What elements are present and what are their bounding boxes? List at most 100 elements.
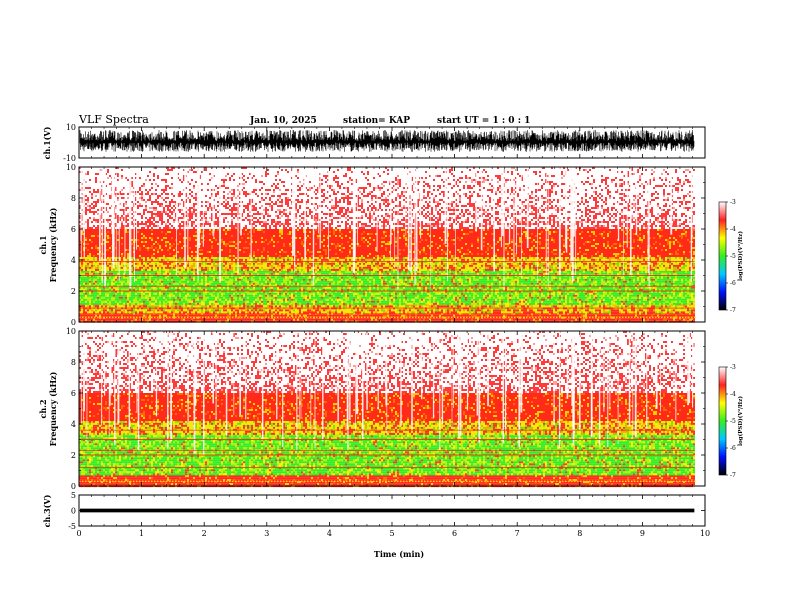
y-tick-label: 0 [71, 482, 76, 491]
burst-stripe [312, 167, 315, 286]
start-ut-label: start UT = 1 : 0 : 1 [437, 116, 530, 126]
burst-stripe [439, 331, 441, 451]
ch2-spectrogram-ylabel-2: Frequency (kHz) [48, 371, 58, 446]
colorbar-label: log(PSD)(V²/Hz) [737, 396, 744, 446]
burst-stripe [623, 167, 624, 278]
colorbar-tick-label: -7 [730, 472, 736, 479]
ch1-spectrogram-ylabel-1: ch.1 [38, 235, 48, 254]
burst-stripe [83, 331, 85, 412]
burst-stripe [240, 167, 242, 236]
burst-stripe [202, 167, 204, 247]
burst-stripe [304, 167, 306, 260]
burst-stripe [177, 167, 179, 230]
x-tick-label: 1 [139, 529, 144, 538]
burst-stripe [86, 331, 88, 445]
burst-stripe [237, 167, 239, 274]
burst-stripe [558, 167, 561, 276]
ch3-waveform-panel: 50-50 1 2 3 4 5 6 7 8 9 10 [68, 491, 710, 538]
burst-stripe [521, 331, 523, 394]
burst-stripe [603, 331, 605, 412]
spectrogram-image [79, 331, 705, 488]
spectrogram-image [79, 167, 705, 323]
burst-stripe [133, 167, 135, 260]
burst-stripe [83, 331, 84, 422]
burst-stripe [213, 167, 215, 237]
burst-stripe [689, 331, 691, 404]
x-tick-label: 4 [327, 529, 332, 538]
burst-stripe [397, 167, 399, 291]
burst-stripe [319, 167, 321, 249]
burst-stripe [349, 331, 351, 421]
burst-stripe [225, 331, 228, 436]
burst-stripe [212, 331, 214, 404]
burst-stripe [170, 331, 172, 442]
ch3-ylabel: ch.3(V) [42, 494, 52, 527]
burst-stripe [109, 331, 112, 394]
burst-stripe [466, 331, 469, 411]
burst-stripe [187, 331, 189, 425]
burst-stripe [480, 167, 483, 250]
burst-stripe [337, 331, 339, 423]
burst-stripe [294, 167, 295, 273]
burst-stripe [691, 167, 693, 240]
burst-stripe [352, 167, 355, 273]
burst-stripe [115, 167, 117, 268]
x-axis-label: Time (min) [374, 549, 424, 559]
burst-stripe [198, 167, 201, 249]
colorbar-tick-label: -3 [730, 199, 736, 206]
ch3-waveform-trace [80, 508, 695, 513]
y-tick-label: 8 [71, 194, 76, 203]
burst-stripe [137, 331, 140, 451]
burst-stripe [300, 331, 302, 420]
ch2-spectrogram-panel: 0 2 4 6 8 10 [66, 327, 706, 491]
ch2-spectrogram-ylabel-1: ch.2 [38, 399, 48, 418]
burst-stripe [99, 167, 101, 262]
burst-stripe [516, 167, 517, 255]
burst-stripe [296, 331, 298, 451]
ch1-ylabel: ch.1(V) [42, 126, 52, 159]
ch1-colorbar: -3 -4 -5 -6 -7 log(PSD)(V²/Hz) [718, 199, 744, 314]
y-tick-label: 4 [71, 420, 76, 429]
burst-stripe [411, 331, 413, 430]
y-tick-label: 4 [71, 256, 76, 265]
burst-stripe [176, 167, 177, 276]
burst-stripe [299, 331, 300, 425]
y-tick-label: 8 [71, 358, 76, 367]
burst-stripe [400, 331, 402, 427]
burst-stripe [195, 331, 197, 406]
x-tick-label: 8 [577, 529, 582, 538]
ch1-spectrogram-panel: 0 2 4 6 8 10 [66, 163, 706, 327]
burst-stripe [447, 167, 448, 282]
burst-stripe [113, 167, 115, 245]
burst-stripe [558, 331, 561, 449]
y-tick-label: 10 [66, 163, 76, 172]
burst-stripe [573, 167, 575, 237]
burst-stripe [501, 167, 504, 237]
burst-stripe [215, 331, 217, 421]
burst-stripe [104, 167, 106, 288]
x-tick-label: 2 [202, 529, 207, 538]
burst-stripe [421, 331, 423, 400]
burst-stripe [239, 331, 241, 416]
burst-stripe [197, 167, 199, 281]
colorbar-tick-label: -3 [730, 364, 736, 371]
burst-stripe [444, 167, 447, 244]
colorbar-label: log(PSD)(V²/Hz) [737, 231, 744, 281]
burst-stripe [390, 167, 392, 245]
colorbar-tick-label: -5 [730, 418, 736, 425]
burst-stripe [187, 167, 189, 265]
burst-stripe [660, 331, 661, 412]
burst-stripe [366, 331, 368, 410]
burst-stripe [579, 331, 581, 431]
burst-stripe [635, 167, 638, 236]
burst-stripe [81, 167, 82, 259]
burst-stripe [282, 331, 284, 447]
burst-stripe [609, 331, 611, 409]
burst-stripe [136, 167, 137, 250]
burst-stripe [566, 331, 569, 399]
burst-stripe [219, 167, 221, 282]
burst-stripe [328, 167, 329, 260]
burst-stripe [432, 331, 435, 419]
burst-stripe [196, 167, 199, 275]
